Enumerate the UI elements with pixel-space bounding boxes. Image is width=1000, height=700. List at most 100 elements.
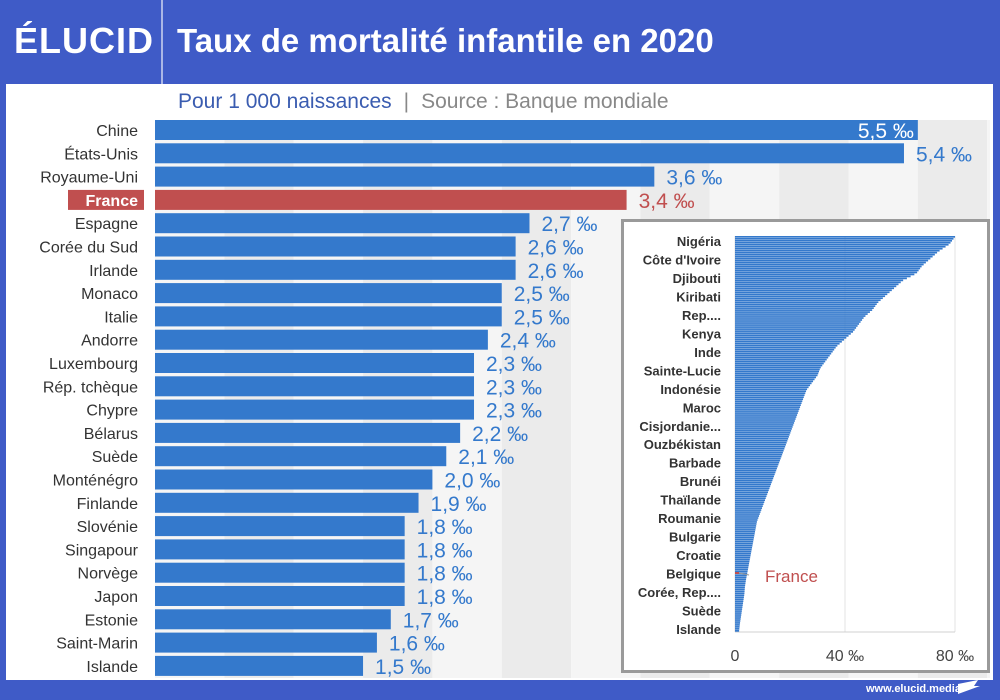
header-divider	[161, 0, 163, 84]
inset-bar	[735, 329, 855, 331]
inset-category-label: Corée, Rep....	[638, 585, 721, 600]
inset-bar	[735, 362, 824, 365]
inset-category-label: Suède	[682, 604, 721, 619]
inset-category-label: Kenya	[682, 326, 722, 341]
inset-bar	[735, 253, 935, 256]
bar-6	[155, 259, 516, 280]
inset-bar	[735, 447, 785, 450]
inset-bar	[735, 275, 911, 278]
bar-20	[155, 586, 405, 606]
value-label: 3,6 ‰	[666, 167, 722, 190]
inset-bar	[735, 400, 803, 403]
inset-bar	[735, 580, 746, 583]
grid-band	[501, 120, 572, 678]
value-label: 1,8 ‰	[417, 563, 473, 586]
inset-bar	[735, 477, 774, 480]
bar-3	[155, 189, 627, 210]
inset-bar	[735, 307, 874, 309]
inset-bar	[735, 273, 915, 276]
inset-bar	[735, 368, 820, 371]
inset-bar	[735, 342, 840, 345]
chart-subtitle: Pour 1 000 naissances | Source : Banque mo…	[178, 90, 669, 114]
inset-category-label: Belgique	[666, 567, 721, 582]
inset-bar	[735, 422, 795, 424]
category-label: Saint-Marin	[56, 636, 138, 653]
inset-bar	[735, 390, 807, 393]
inset-bar	[735, 584, 746, 587]
category-label: Espagne	[75, 216, 138, 233]
category-label: Islande	[86, 659, 138, 676]
inset-bar	[735, 614, 742, 616]
inset-bar	[735, 360, 826, 363]
category-label: États-Unis	[64, 144, 138, 163]
inset-bar	[735, 428, 792, 430]
grid-band	[155, 120, 225, 678]
bar-4	[155, 213, 530, 234]
inset-bar	[735, 491, 768, 494]
inset-bar	[735, 301, 879, 304]
footer-url[interactable]: www.elucid.media	[866, 683, 961, 695]
inset-bar	[735, 340, 842, 343]
bar-5	[155, 236, 516, 257]
bar-19	[155, 562, 405, 583]
inset-bar	[735, 513, 760, 515]
inset-bar	[735, 348, 835, 351]
category-label: Bélarus	[84, 426, 138, 443]
bar-17	[155, 516, 405, 537]
inset-chart-frame: 0 40 ‰ 80 ‰ Nigéria Côte d'Ivoire Djibouti Kir…	[621, 219, 990, 673]
inset-bar-chart: 0 40 ‰ 80 ‰ Nigéria Côte d'Ivoire Djibouti Kir…	[638, 234, 974, 665]
inset-bar	[735, 437, 789, 440]
inset-tick-label: 0	[731, 648, 740, 665]
value-label: 5,4 ‰	[916, 143, 972, 166]
inset-bar	[735, 327, 857, 329]
bar-23	[155, 655, 364, 676]
inset-bar	[735, 416, 797, 418]
inset-bar	[735, 562, 750, 565]
inset-bar	[735, 366, 821, 369]
inset-bar	[735, 374, 818, 377]
category-label: Italie	[104, 309, 138, 326]
value-label: 3,4 ‰	[639, 190, 695, 213]
inset-bar	[735, 321, 861, 323]
category-label: Chine	[96, 123, 138, 140]
inset-bar	[735, 600, 744, 602]
inset-bar	[735, 424, 794, 426]
inset-bar	[735, 435, 789, 438]
inset-bar	[735, 461, 780, 464]
inset-annotation-leader	[738, 572, 750, 576]
inset-category-label: Roumanie	[658, 511, 721, 526]
bar-12	[155, 399, 475, 420]
inset-bar	[735, 564, 749, 567]
inset-bar	[735, 483, 771, 486]
inset-bar	[735, 269, 919, 272]
value-label: 1,9 ‰	[431, 493, 487, 516]
inset-bar	[735, 475, 774, 478]
inset-bar	[735, 529, 756, 531]
inset-bar	[735, 606, 743, 608]
inset-bar	[735, 457, 781, 460]
inset-bar	[735, 338, 845, 341]
inset-category-label: Thaïlande	[660, 493, 721, 508]
value-label: 2,3 ‰	[486, 353, 542, 376]
category-label: Suède	[92, 449, 138, 466]
inset-bar	[735, 313, 868, 315]
inset-bar	[735, 536, 754, 539]
inset-bar	[735, 495, 767, 498]
inset-bar	[735, 370, 820, 373]
inset-category-label: Côte d'Ivoire	[643, 252, 721, 267]
inset-bar	[735, 479, 773, 482]
inset-bar	[735, 344, 838, 347]
inset-bar	[735, 501, 765, 503]
category-label: Corée du Sud	[39, 240, 138, 257]
inset-bar	[735, 247, 943, 250]
inset-bar	[735, 249, 940, 252]
inset-bar	[735, 497, 766, 500]
inset-category-label: Bulgarie	[669, 530, 721, 545]
inset-bar	[735, 311, 870, 313]
bar-1	[155, 143, 904, 164]
inset-bar	[735, 531, 756, 533]
inset-bar	[735, 412, 798, 414]
bar-11	[155, 376, 475, 397]
inset-bar	[735, 420, 795, 422]
category-label: Finlande	[77, 496, 138, 513]
